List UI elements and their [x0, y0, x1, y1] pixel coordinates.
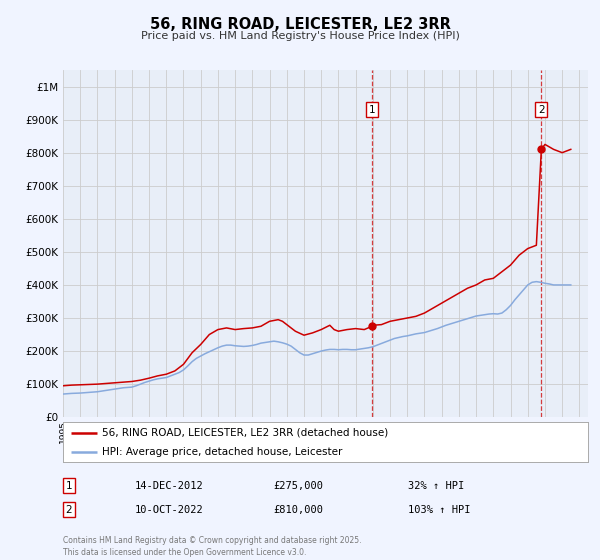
Text: £275,000: £275,000 [273, 480, 323, 491]
Text: 1: 1 [369, 105, 376, 115]
Text: 2: 2 [538, 105, 545, 115]
Text: 10-OCT-2022: 10-OCT-2022 [135, 505, 204, 515]
Text: 2: 2 [65, 505, 73, 515]
Text: Price paid vs. HM Land Registry's House Price Index (HPI): Price paid vs. HM Land Registry's House … [140, 31, 460, 41]
Text: 56, RING ROAD, LEICESTER, LE2 3RR: 56, RING ROAD, LEICESTER, LE2 3RR [149, 17, 451, 32]
Text: HPI: Average price, detached house, Leicester: HPI: Average price, detached house, Leic… [103, 447, 343, 457]
Text: 56, RING ROAD, LEICESTER, LE2 3RR (detached house): 56, RING ROAD, LEICESTER, LE2 3RR (detac… [103, 428, 389, 438]
Text: 14-DEC-2012: 14-DEC-2012 [135, 480, 204, 491]
Text: 103% ↑ HPI: 103% ↑ HPI [408, 505, 470, 515]
Text: 1: 1 [65, 480, 73, 491]
Text: 32% ↑ HPI: 32% ↑ HPI [408, 480, 464, 491]
Text: £810,000: £810,000 [273, 505, 323, 515]
Text: Contains HM Land Registry data © Crown copyright and database right 2025.
This d: Contains HM Land Registry data © Crown c… [63, 536, 361, 557]
